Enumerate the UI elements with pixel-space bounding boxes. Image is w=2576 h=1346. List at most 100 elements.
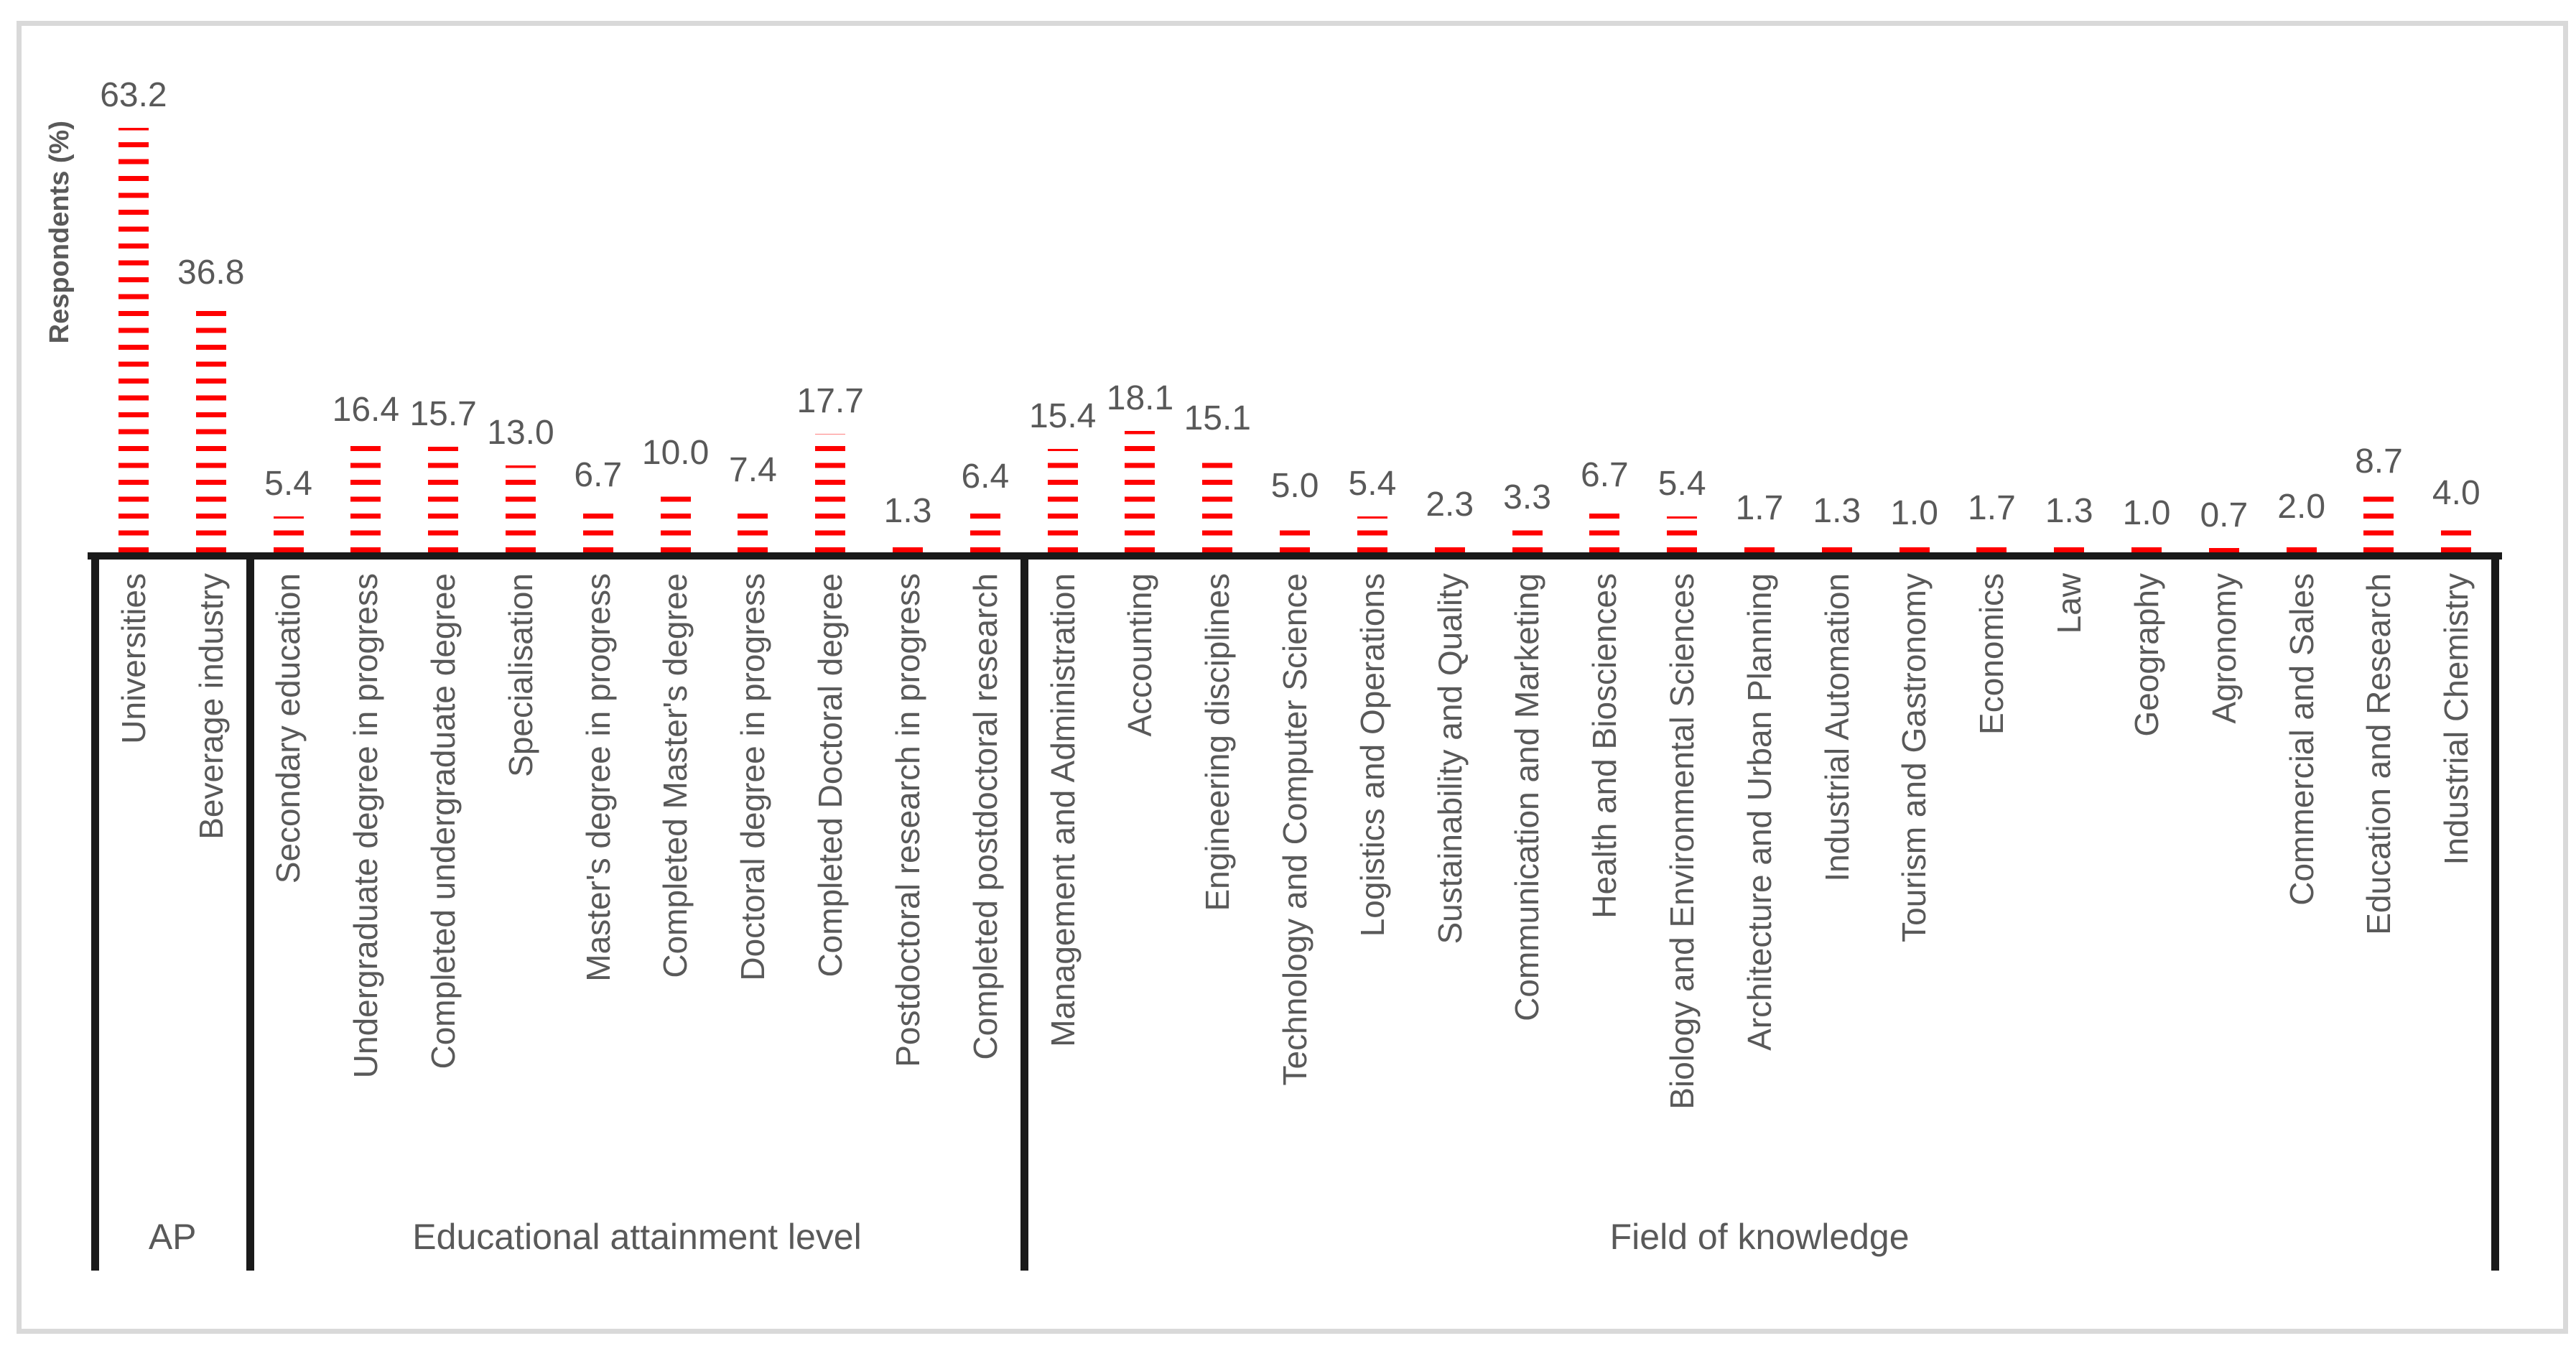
category-label: Management and Administration	[1043, 573, 1082, 1047]
category-label: Economics	[1973, 573, 2011, 735]
bar-slot: 3.3	[1489, 0, 1566, 552]
bar	[2363, 493, 2394, 552]
group-divider-line	[246, 560, 254, 1271]
category-label-slot: Health and Biosciences	[1566, 573, 1643, 1220]
bar-slot: 1.7	[1953, 0, 2031, 552]
category-label: Specialisation	[501, 573, 539, 777]
value-label: 2.0	[2277, 487, 2326, 526]
bar-slot: 63.2	[95, 0, 172, 552]
category-label: Universities	[114, 573, 152, 744]
category-label: Completed Master's degree	[656, 573, 694, 978]
bar	[2054, 543, 2085, 552]
bar	[815, 433, 846, 552]
bar	[350, 442, 381, 552]
bar	[1357, 516, 1387, 552]
bar-slot: 1.3	[869, 0, 947, 552]
category-label-slot: Completed postdoctoral research	[947, 573, 1024, 1220]
value-label: 1.3	[2045, 492, 2093, 531]
category-label: Biology and Environmental Sciences	[1663, 573, 1701, 1110]
bar-slot: 1.3	[2030, 0, 2108, 552]
category-label-slot: Agronomy	[2185, 573, 2263, 1220]
bar-slot: 36.8	[172, 0, 250, 552]
category-label-slot: Completed Master's degree	[637, 573, 715, 1220]
x-axis-line	[88, 552, 2502, 560]
value-label: 63.2	[100, 76, 167, 115]
bar	[2131, 545, 2162, 552]
value-label: 7.4	[729, 451, 777, 490]
category-label-slot: Sustainability and Quality	[1411, 573, 1489, 1220]
value-label: 10.0	[641, 433, 710, 472]
bar-slot: 1.0	[2108, 0, 2185, 552]
bar-slot: 15.4	[1024, 0, 1102, 552]
bar-slot: 1.7	[1721, 0, 1798, 552]
bar-slot: 5.4	[1643, 0, 1721, 552]
category-label: Accounting	[1121, 573, 1159, 737]
category-label: Industrial Chemistry	[2437, 573, 2475, 865]
category-label-slot: Technology and Computer Science	[1256, 573, 1334, 1220]
category-label: Engineering disciplines	[1199, 573, 1237, 911]
bar-slot: 5.4	[1334, 0, 1411, 552]
value-label: 5.4	[264, 464, 312, 503]
bar-slot: 5.4	[250, 0, 327, 552]
category-label-slot: Industrial Chemistry	[2417, 573, 2495, 1220]
bar	[273, 516, 304, 552]
bar	[1589, 507, 1620, 552]
bar	[1280, 519, 1311, 552]
bar	[118, 128, 149, 552]
category-label-slot: Logistics and Operations	[1334, 573, 1411, 1220]
category-label: Undergraduate degree in progress	[347, 573, 385, 1079]
category-label: Agronomy	[2205, 573, 2243, 724]
bar	[195, 305, 226, 552]
category-label-slot: Completed Doctoral degree	[791, 573, 869, 1220]
bar	[738, 502, 768, 552]
category-label: Industrial Automation	[1818, 573, 1856, 882]
value-label: 5.4	[1348, 464, 1397, 503]
bar-slot: 17.7	[791, 0, 869, 552]
category-label-slot: Doctoral degree in progress	[715, 573, 792, 1220]
bar	[1744, 541, 1775, 552]
category-label: Secondary education	[269, 573, 307, 884]
value-label: 2.3	[1426, 485, 1474, 524]
category-label-slot: Education and Research	[2340, 573, 2418, 1220]
category-label-slot: Completed undergraduate degree	[404, 573, 482, 1220]
bar-slot: 8.7	[2340, 0, 2418, 552]
bar-slot: 5.0	[1256, 0, 1334, 552]
value-label: 16.4	[332, 390, 400, 429]
bar	[2208, 547, 2239, 552]
category-label: Commercial and Sales	[2282, 573, 2320, 906]
bar	[428, 447, 459, 552]
category-label: Tourism and Gastronomy	[1895, 573, 1933, 942]
category-label: Architecture and Urban Planning	[1740, 573, 1778, 1051]
y-axis-title: Respondents (%)	[45, 121, 75, 344]
value-label: 6.7	[1580, 455, 1629, 494]
group-divider-line	[1020, 560, 1028, 1271]
bar-slot: 6.7	[559, 0, 637, 552]
category-label-slot: Communication and Marketing	[1489, 573, 1566, 1220]
bar-slot: 0.7	[2185, 0, 2263, 552]
bar	[582, 507, 613, 552]
category-label-slot: Economics	[1953, 573, 2031, 1220]
category-label-slot: Architecture and Urban Planning	[1721, 573, 1798, 1220]
category-label-slot: Industrial Automation	[1798, 573, 1876, 1220]
bar	[505, 465, 536, 552]
category-label-slot: Management and Administration	[1024, 573, 1102, 1220]
category-label: Communication and Marketing	[1508, 573, 1546, 1021]
group-divider-line	[2491, 560, 2499, 1271]
category-label-slot: Geography	[2108, 573, 2185, 1220]
category-label-slot: Universities	[95, 573, 172, 1220]
value-label: 15.4	[1028, 397, 1097, 436]
bar-slot: 15.7	[404, 0, 482, 552]
bar	[1976, 541, 2007, 552]
value-label: 1.0	[1890, 493, 1938, 532]
value-label: 15.1	[1184, 399, 1251, 438]
value-label: 5.0	[1270, 467, 1319, 506]
bar-slot: 6.4	[947, 0, 1024, 552]
bar	[660, 485, 691, 552]
bar-slot: 4.0	[2417, 0, 2495, 552]
bar	[2286, 539, 2317, 552]
value-label: 13.0	[487, 413, 554, 452]
bar	[1899, 545, 1930, 552]
category-label: Completed postdoctoral research	[966, 573, 1004, 1060]
bar	[893, 543, 924, 552]
category-label-slot: Master's degree in progress	[559, 573, 637, 1220]
